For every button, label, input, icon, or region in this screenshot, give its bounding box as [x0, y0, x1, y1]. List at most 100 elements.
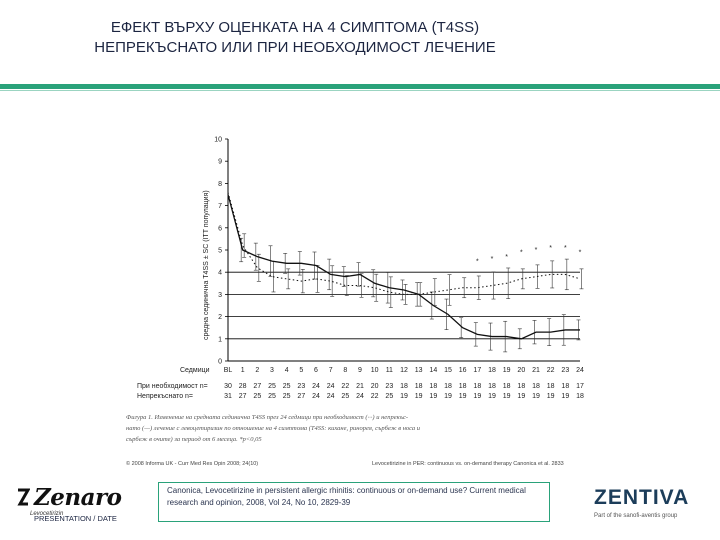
- ondemand-n: 25: [283, 383, 291, 390]
- continuous-n: 19: [473, 393, 481, 400]
- chart-grid: [228, 271, 580, 340]
- row-label-0: Седмици: [180, 367, 210, 374]
- continuous-n: 25: [253, 393, 261, 400]
- x-tick-label: 12: [400, 367, 408, 374]
- slide-title: ЕФЕКТ ВЪРХУ ОЦЕНКАТА НА 4 СИМПТОМА (T4SS…: [0, 18, 590, 58]
- accent-rule-thin: [0, 90, 720, 91]
- significance-marks: * * * * * * * *: [476, 245, 582, 265]
- continuous-n: 22: [371, 393, 379, 400]
- chart-axes: 0 1 2 3 4 5 6 7 8 9 10: [214, 137, 580, 366]
- ondemand-n: 18: [459, 383, 467, 390]
- y-tick-label-9: 9: [218, 159, 222, 166]
- x-tick-label: 11: [386, 367, 393, 374]
- ondemand-n: 18: [415, 383, 423, 390]
- x-tick-label: 22: [547, 367, 555, 374]
- x-tick-label: 5: [299, 367, 303, 374]
- series-line-solid: [227, 194, 580, 340]
- zenaro-logo: Zenaro Levocetirizin: [14, 482, 134, 522]
- y-tick-label-0: 0: [218, 359, 222, 366]
- continuous-n: 24: [327, 393, 335, 400]
- continuous-n: 31: [224, 393, 232, 400]
- title-line-2: НЕПРЕКЪСНАТО ИЛИ ПРИ НЕОБХОДИМОСТ ЛЕЧЕНИ…: [94, 39, 496, 56]
- ondemand-n: 18: [503, 383, 511, 390]
- continuous-n: 25: [385, 393, 393, 400]
- y-tick-label-3: 3: [218, 292, 222, 299]
- continuous-n: 25: [268, 393, 276, 400]
- ondemand-n: 18: [429, 383, 437, 390]
- continuous-n: 27: [297, 393, 305, 400]
- figure-caption-line-2: нато (—) лечение с левоцетиризин по отно…: [126, 425, 421, 432]
- significance-mark: *: [505, 254, 508, 261]
- continuous-n: 25: [283, 393, 291, 400]
- continuous-n: 24: [356, 393, 364, 400]
- ondemand-n: 30: [224, 383, 232, 390]
- x-tick-label: 15: [444, 367, 452, 374]
- ondemand-n: 24: [312, 383, 320, 390]
- x-tick-label: 10: [371, 367, 379, 374]
- y-tick-label-1: 1: [218, 336, 222, 343]
- x-tick-label: 20: [517, 367, 525, 374]
- x-tick-label: 9: [358, 367, 362, 374]
- continuous-n: 19: [459, 393, 467, 400]
- continuous-n: 18: [576, 393, 584, 400]
- significance-mark: *: [476, 258, 479, 265]
- x-tick-label: 3: [270, 367, 274, 374]
- ondemand-n: 18: [488, 383, 496, 390]
- ondemand-n: 18: [532, 383, 540, 390]
- citation-box: Canonica, Levocetirizine in persistent a…: [158, 482, 550, 522]
- y-tick-label-10: 10: [214, 137, 222, 144]
- ondemand-n: 17: [576, 383, 584, 390]
- presentation-date: PRESENTATION / DATE: [34, 514, 117, 523]
- x-tick-label: 13: [415, 367, 423, 374]
- series-lines: [227, 192, 581, 340]
- x-tick-label: 21: [532, 367, 540, 374]
- x-tick-label: 8: [343, 367, 347, 374]
- x-tick-label: 23: [561, 367, 569, 374]
- zenaro-logo-text: Zenaro: [34, 484, 122, 511]
- zentiva-logo-text: ZENTIVA: [594, 486, 690, 509]
- significance-mark: *: [564, 245, 567, 252]
- significance-mark: *: [520, 249, 523, 256]
- series-line-dotted: [227, 192, 581, 295]
- y-tick-label-8: 8: [218, 181, 222, 188]
- n-table: Седмици При необходимост n= Непрекъснато n…: [137, 367, 584, 400]
- x-tick-label: BL: [224, 367, 233, 374]
- continuous-n: 19: [532, 393, 540, 400]
- x-tick-label: 19: [503, 367, 511, 374]
- ondemand-n: 24: [327, 383, 335, 390]
- continuous-n: 19: [415, 393, 423, 400]
- ondemand-n: 18: [547, 383, 555, 390]
- source-note: Levocetirizine in PER: continuous vs. on…: [372, 461, 564, 467]
- row-label-2: Непрекъснато n=: [137, 393, 193, 400]
- zentiva-logo-sub: Part of the sanofi-aventis group: [594, 513, 678, 519]
- ondemand-n: 18: [473, 383, 481, 390]
- x-tick-label: 4: [285, 367, 289, 374]
- zentiva-logo: ZENTIVA Part of the sanofi-aventis group: [590, 486, 710, 526]
- continuous-n: 19: [400, 393, 408, 400]
- continuous-n: 19: [517, 393, 525, 400]
- x-tick-label: 2: [255, 367, 259, 374]
- zenaro-mark-icon: [17, 488, 30, 506]
- continuous-n: 19: [547, 393, 555, 400]
- ondemand-n: 18: [561, 383, 569, 390]
- continuous-n: 24: [312, 393, 320, 400]
- y-tick-label-4: 4: [218, 270, 222, 277]
- x-tick-label: 7: [329, 367, 333, 374]
- significance-mark: *: [535, 247, 538, 254]
- ondemand-n: 28: [239, 383, 247, 390]
- copyright-note: © 2008 Informa UK - Curr Med Res Opin 20…: [126, 460, 258, 467]
- ondemand-n: 27: [253, 383, 261, 390]
- continuous-n: 19: [488, 393, 496, 400]
- x-tick-label: 24: [576, 367, 584, 374]
- y-tick-label-5: 5: [218, 248, 222, 255]
- ondemand-n: 23: [297, 383, 305, 390]
- x-tick-label: 6: [314, 367, 318, 374]
- figure-caption-line-3: сърбеж в очите) за период от 6 месеца. *…: [126, 436, 262, 443]
- y-tick-label-2: 2: [218, 314, 222, 321]
- accent-rule: [0, 84, 720, 89]
- significance-mark: *: [549, 245, 552, 252]
- significance-mark: *: [579, 249, 582, 256]
- ondemand-n: 21: [356, 383, 364, 390]
- row-label-1: При необходимост n=: [137, 382, 208, 390]
